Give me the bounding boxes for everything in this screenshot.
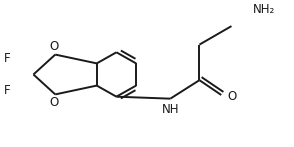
Text: O: O [49, 40, 59, 52]
Text: O: O [49, 96, 59, 109]
Text: F: F [4, 52, 11, 65]
Text: O: O [228, 90, 237, 103]
Text: NH₂: NH₂ [253, 2, 275, 16]
Text: F: F [4, 84, 11, 97]
Text: NH: NH [162, 103, 180, 116]
